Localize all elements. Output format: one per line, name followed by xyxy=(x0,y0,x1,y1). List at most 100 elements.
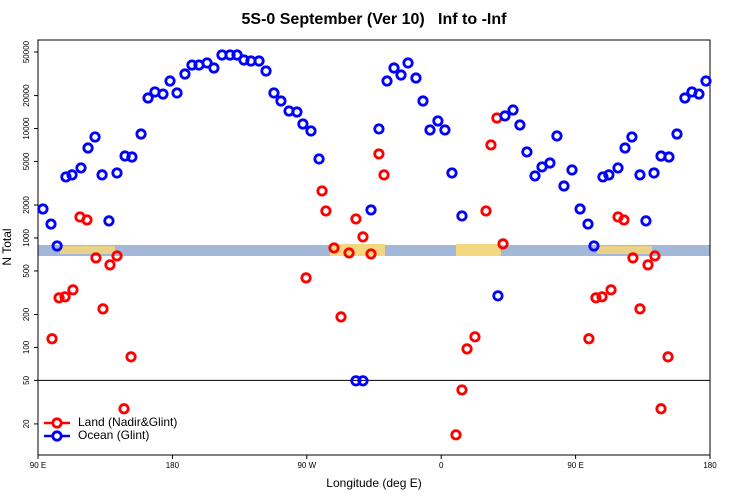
point xyxy=(37,203,49,215)
point xyxy=(268,87,280,99)
point xyxy=(157,88,169,100)
point xyxy=(649,250,661,262)
point xyxy=(521,146,533,158)
point xyxy=(142,92,154,104)
y-tick-label: 50000 xyxy=(22,40,31,63)
point xyxy=(208,62,220,74)
point xyxy=(410,72,422,84)
point xyxy=(648,167,660,179)
legend-symbol xyxy=(51,430,63,442)
point xyxy=(51,240,63,252)
point xyxy=(662,351,674,363)
point xyxy=(59,291,71,303)
y-tick-label: 100 xyxy=(22,340,31,354)
point xyxy=(350,213,362,225)
point xyxy=(126,151,138,163)
x-axis-label: Longitude (deg E) xyxy=(326,476,421,490)
point xyxy=(603,169,615,181)
point xyxy=(125,351,137,363)
point xyxy=(469,331,481,343)
point xyxy=(590,292,602,304)
point xyxy=(671,128,683,140)
point xyxy=(201,57,213,69)
point xyxy=(111,167,123,179)
point xyxy=(96,169,108,181)
x-tick-label: 180 xyxy=(166,461,180,470)
point xyxy=(388,62,400,74)
point xyxy=(67,284,79,296)
point xyxy=(378,169,390,181)
y-tick-label: 20 xyxy=(22,419,31,428)
point xyxy=(497,238,509,250)
point xyxy=(485,139,497,151)
point xyxy=(663,151,675,163)
point xyxy=(275,95,287,107)
point xyxy=(461,343,473,355)
point xyxy=(103,215,115,227)
point xyxy=(97,303,109,315)
point xyxy=(300,272,312,284)
point xyxy=(365,248,377,260)
point xyxy=(529,170,541,182)
point xyxy=(700,75,712,87)
point xyxy=(335,311,347,323)
point xyxy=(313,153,325,165)
point xyxy=(357,231,369,243)
point xyxy=(164,75,176,87)
x-tick-label: 0 xyxy=(439,461,444,470)
point xyxy=(618,214,630,226)
x-tick-label: 90 W xyxy=(297,461,316,470)
point xyxy=(627,252,639,264)
point xyxy=(119,150,131,162)
y-tick-label: 5000 xyxy=(22,152,31,170)
point xyxy=(507,104,519,116)
chart-title: 5S-0 September (Ver 10) Inf to -Inf xyxy=(242,11,508,28)
point xyxy=(558,180,570,192)
point xyxy=(693,88,705,100)
point xyxy=(450,429,462,441)
point xyxy=(597,171,609,183)
point xyxy=(439,124,451,136)
point xyxy=(381,75,393,87)
point xyxy=(253,55,265,67)
point xyxy=(640,215,652,227)
point xyxy=(171,87,183,99)
point xyxy=(588,240,600,252)
point xyxy=(566,164,578,176)
point xyxy=(544,157,556,169)
point xyxy=(583,333,595,345)
point xyxy=(655,403,667,415)
point xyxy=(231,49,243,61)
point xyxy=(316,185,328,197)
point xyxy=(596,291,608,303)
point xyxy=(417,95,429,107)
x-tick-label: 180 xyxy=(703,461,717,470)
point xyxy=(343,247,355,259)
point xyxy=(456,384,468,396)
point xyxy=(634,303,646,315)
point xyxy=(89,131,101,143)
point xyxy=(328,242,340,254)
y-tick-label: 20000 xyxy=(22,84,31,107)
point xyxy=(75,162,87,174)
point xyxy=(373,148,385,160)
point xyxy=(357,375,369,387)
point xyxy=(373,123,385,135)
legend-label: Land (Nadir&Glint) xyxy=(78,415,177,429)
x-tick-label: 90 E xyxy=(30,461,46,470)
point xyxy=(432,115,444,127)
y-tick-label: 200 xyxy=(22,307,31,321)
legend-label: Ocean (Glint) xyxy=(78,428,149,442)
point xyxy=(634,169,646,181)
point xyxy=(179,68,191,80)
point xyxy=(104,259,116,271)
y-tick-label: 1000 xyxy=(22,229,31,247)
point xyxy=(424,124,436,136)
point xyxy=(365,204,377,216)
point xyxy=(446,167,458,179)
point xyxy=(53,292,65,304)
y-tick-label: 500 xyxy=(22,264,31,278)
point xyxy=(480,205,492,217)
point xyxy=(456,210,468,222)
